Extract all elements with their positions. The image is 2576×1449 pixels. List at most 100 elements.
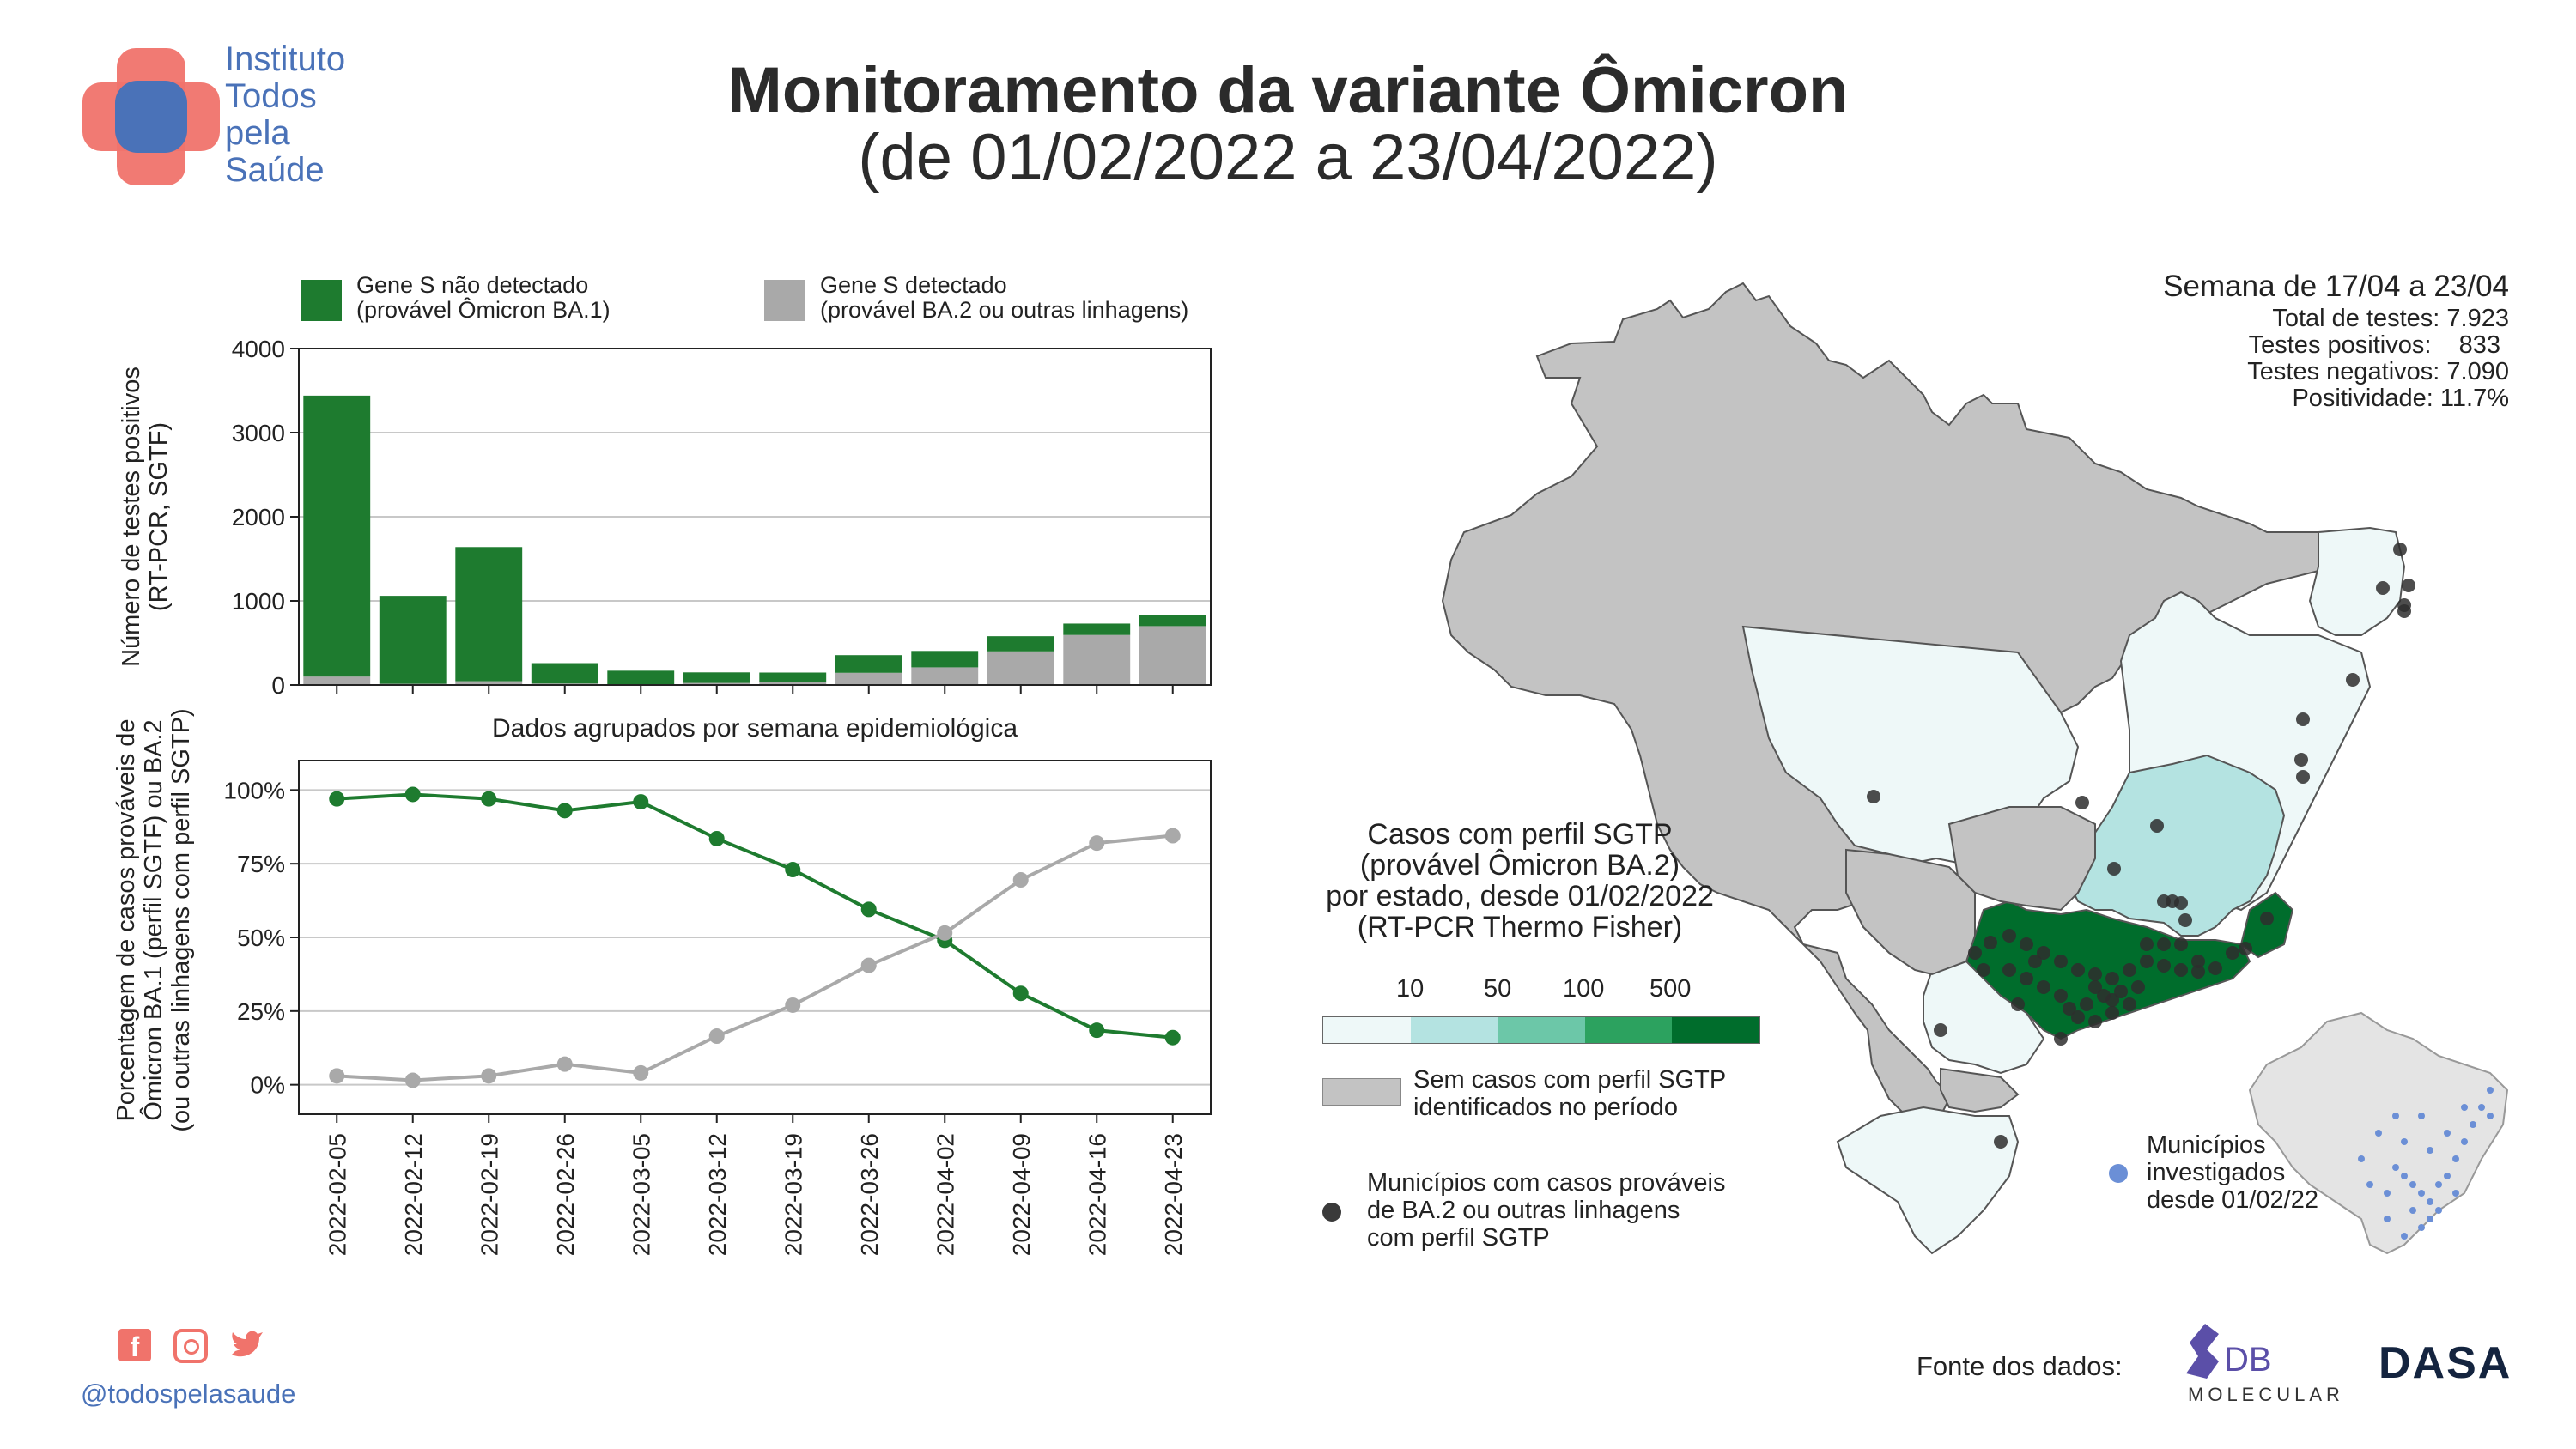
brazil-map [1441, 282, 2415, 1255]
point-ba2 [937, 925, 953, 941]
municipality-dot [2174, 896, 2188, 910]
municipality-dot [2174, 963, 2188, 977]
y-tick-label: 4000 [232, 336, 285, 362]
x-tick-label: 2022-02-19 [476, 1133, 502, 1256]
map-state-rs [1836, 1106, 2020, 1255]
municipality-dot [2054, 955, 2068, 968]
inset-dot [2375, 1130, 2382, 1137]
scale-tick: 500 [1649, 975, 1692, 1003]
scale-tick: 10 [1396, 975, 1425, 1003]
x-tick-label: 2022-03-12 [704, 1133, 731, 1256]
inset-dot [2409, 1207, 2416, 1214]
point-ba2 [329, 1068, 345, 1084]
inset-dot [2427, 1216, 2433, 1222]
inset-dot [2478, 1104, 2485, 1111]
inset-dots [2358, 1087, 2494, 1240]
point-ba1 [1164, 1029, 1181, 1046]
inset-dot [2461, 1104, 2468, 1111]
map-state-mt [1741, 625, 2080, 864]
dot-label-line: com perfil SGTP [1367, 1224, 1550, 1252]
map-legend-title-line: Casos com perfil SGTP [1367, 818, 1673, 851]
y-tick-label: 1000 [232, 588, 285, 615]
municipality-dot [2191, 965, 2205, 979]
point-ba2 [633, 1064, 649, 1081]
municipality-dot [2075, 796, 2089, 809]
inset-map [2248, 1011, 2509, 1255]
legend-ba2-line2: (provável BA.2 ou outras linhagens) [820, 297, 1189, 323]
legend-ba1-line2: (provável Ômicron BA.1) [356, 297, 611, 323]
point-ba1 [708, 830, 725, 846]
line-chart-title: Dados agrupados por semana epidemiológic… [492, 714, 1018, 743]
municipality-dot [2123, 963, 2136, 977]
x-tick-label: 2022-04-02 [932, 1133, 958, 1256]
municipality-dot [2114, 985, 2128, 998]
scale-bin [1672, 1017, 1759, 1043]
logo-line: Saúde [225, 151, 325, 189]
point-ba1 [1089, 1022, 1105, 1039]
map-legend-title-line: (RT-PCR Thermo Fisher) [1357, 911, 1683, 943]
week-box-line: Total de testes: 7.923 [2272, 305, 2509, 332]
inset-dot [2409, 1181, 2416, 1188]
scale-bin [1323, 1017, 1411, 1043]
bar-ba2 [911, 667, 979, 685]
facebook-icon[interactable]: f [118, 1329, 151, 1362]
twitter-icon[interactable] [230, 1329, 264, 1361]
charts: 0 1000 2000 3000 4000 Número de testes positi… [112, 336, 1212, 1256]
point-ba2 [1164, 828, 1181, 844]
social-handle[interactable]: @todospelasaude [81, 1379, 296, 1409]
bar-ba1 [379, 596, 447, 684]
point-ba2 [481, 1068, 497, 1084]
map-legend-title-line: por estado, desde 01/02/2022 [1326, 880, 1714, 912]
inset-label: Municípios investigados desde 01/02/22 [2147, 1131, 2318, 1214]
point-ba1 [404, 786, 421, 803]
y-axis-label-line: Porcentagem de casos prováveis de [112, 718, 140, 1121]
municipality-dot [2071, 1010, 2085, 1024]
inset-dot [2384, 1216, 2391, 1222]
municipality-dot [2296, 712, 2310, 726]
municipality-dot [2002, 929, 2016, 943]
municipality-dot [2028, 955, 2042, 968]
inset-dot [2452, 1155, 2459, 1162]
y-axis-label: Porcentagem de casos prováveis deÔmicron… [112, 708, 195, 1131]
municipality-dot [2088, 967, 2102, 981]
municipality-dot [2239, 942, 2252, 955]
plot-frame [298, 348, 1212, 686]
page-subtitle: (de 01/02/2022 a 23/04/2022) [858, 121, 1718, 194]
x-tick-label: 2022-03-26 [856, 1133, 883, 1256]
bar-ba1 [1063, 623, 1131, 635]
logo-cross-icon [82, 48, 220, 185]
instagram-icon[interactable] [173, 1329, 208, 1363]
legend-ba2-line1: Gene S detectado [820, 272, 1007, 298]
municipality-dot [2054, 1032, 2068, 1046]
municipality-dot [2037, 980, 2050, 994]
dot-swatch [1322, 1203, 1341, 1222]
bar-ba2 [683, 682, 750, 685]
y-tick-label: 75% [237, 851, 285, 877]
y-tick-label: 100% [223, 777, 285, 803]
inset-dot [2487, 1087, 2494, 1094]
point-ba2 [785, 997, 801, 1013]
bar-ba2 [835, 672, 902, 685]
legend-ba1-label: Gene S não detectado (provável Ômicron B… [356, 273, 611, 323]
municipality-dot [2178, 913, 2192, 927]
y-tick-label: 25% [237, 998, 285, 1025]
inset-dot [2392, 1164, 2399, 1171]
map-legend-title: Casos com perfil SGTP (provável Ômicron … [1297, 819, 1743, 943]
inset-dot [2444, 1173, 2451, 1179]
municipality-dot [2123, 997, 2136, 1011]
municipality-dot [2054, 989, 2068, 1003]
line-ba2 [337, 834, 1173, 1082]
bar-ba1 [683, 672, 750, 683]
dot-label-line: Municípios com casos prováveis [1367, 1169, 1726, 1197]
y-tick-label: 0 [271, 672, 285, 699]
inset-dot [2435, 1181, 2442, 1188]
x-tick-label: 2022-04-16 [1084, 1133, 1110, 1256]
municipality-dot [2260, 912, 2274, 925]
inset-dot [2427, 1147, 2433, 1154]
scale-tick: 50 [1484, 975, 1512, 1003]
point-ba2 [1012, 872, 1029, 888]
y-axis-label: Número de testes positivos(RT-PCR, SGTF) [118, 367, 173, 667]
bar-ba1 [759, 672, 827, 682]
municipality-dot [2346, 673, 2360, 687]
y-axis-label-line: Ômicron BA.1 (perfil SGTF) ou BA.2 [138, 719, 167, 1120]
